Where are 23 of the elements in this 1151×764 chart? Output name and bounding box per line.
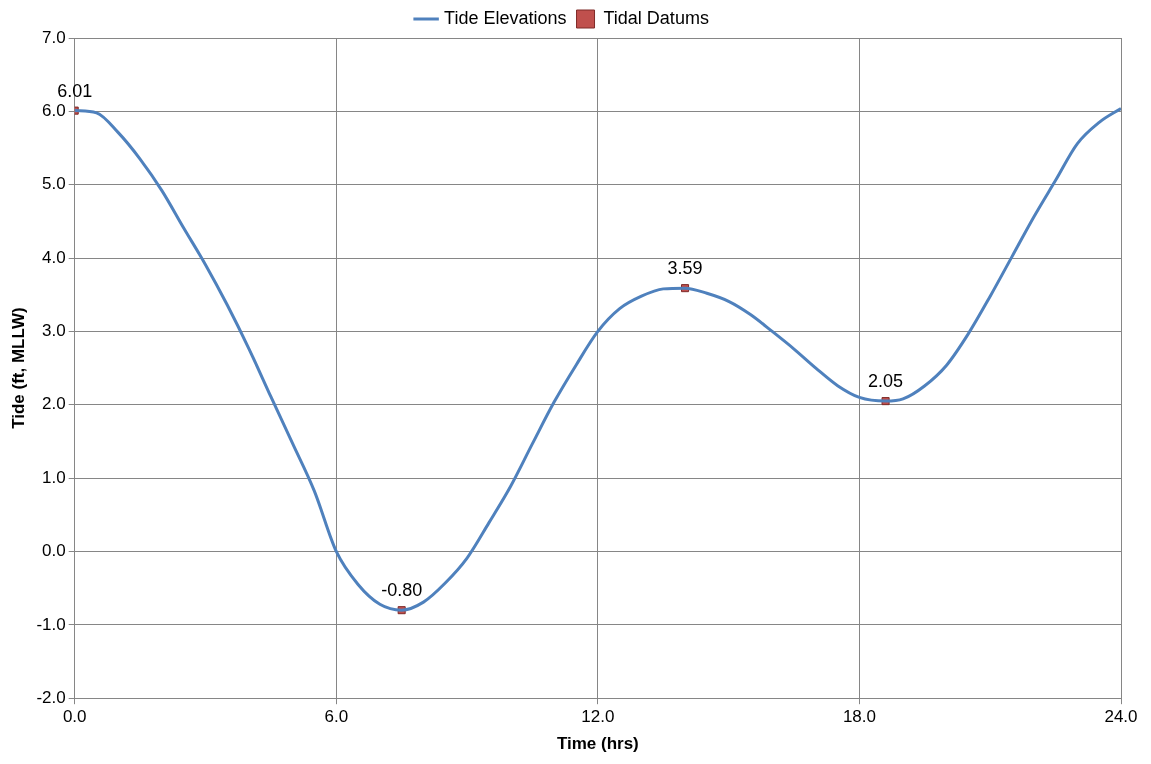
y-tick-label: -1.0 xyxy=(36,614,66,634)
y-tick-label: -2.0 xyxy=(36,687,66,707)
y-tick-label: 2.0 xyxy=(42,394,66,414)
y-tick-label: 4.0 xyxy=(42,247,66,267)
y-axis-title: Tide (ft, MLLW) xyxy=(8,307,28,429)
data-label: 3.59 xyxy=(667,258,703,279)
data-label: 2.05 xyxy=(868,371,904,392)
x-tick-label: 6.0 xyxy=(324,707,349,727)
legend-label: Tidal Datums xyxy=(603,7,709,28)
data-label: -0.80 xyxy=(381,580,423,601)
legend-label: Tide Elevations xyxy=(444,7,567,28)
x-tick-label: 12.0 xyxy=(581,707,615,727)
data-label: 6.01 xyxy=(57,80,93,101)
y-tick-label: 7.0 xyxy=(42,27,66,47)
x-axis-title: Time (hrs) xyxy=(556,734,639,754)
x-tick-label: 24.0 xyxy=(1104,707,1138,727)
y-tick-label: 5.0 xyxy=(42,174,66,194)
y-tick-label: 0.0 xyxy=(42,541,66,561)
y-tick-label: 1.0 xyxy=(42,467,66,487)
x-tick-label: 0.0 xyxy=(62,707,87,727)
y-tick-label: 6.0 xyxy=(42,101,66,121)
y-tick-label: 3.0 xyxy=(42,321,66,341)
x-tick-label: 18.0 xyxy=(842,707,876,727)
